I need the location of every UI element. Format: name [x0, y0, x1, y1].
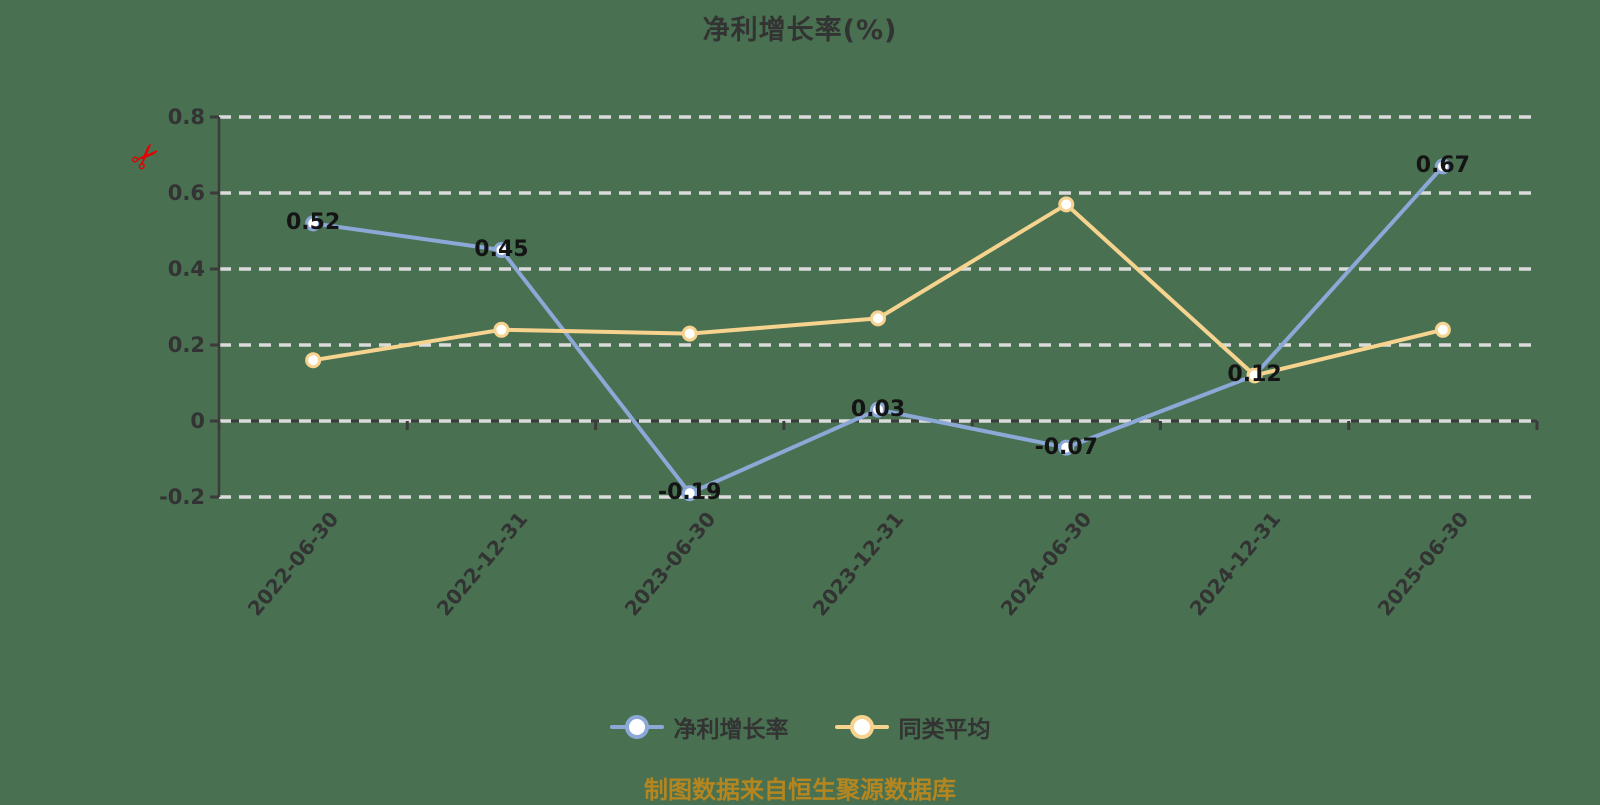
- y-axis-label: -0.2: [159, 485, 205, 509]
- source-note: 制图数据来自恒生聚源数据库: [644, 776, 956, 804]
- legend-item-series-0[interactable]: 净利增长率: [609, 710, 789, 744]
- data-point[interactable]: [1434, 321, 1451, 338]
- y-axis-label: 0.6: [167, 181, 205, 205]
- y-axis-label: 0.8: [167, 105, 205, 129]
- data-point[interactable]: [305, 352, 322, 369]
- data-point[interactable]: [870, 401, 886, 418]
- chart-title: 净利增长率(%): [702, 15, 898, 46]
- data-point[interactable]: [493, 242, 510, 258]
- data-point[interactable]: [1058, 196, 1075, 213]
- legend-label: 净利增长率: [673, 717, 789, 743]
- data-point-label: 0.03: [850, 396, 906, 422]
- data-point[interactable]: [1434, 158, 1451, 175]
- data-point[interactable]: [493, 321, 510, 338]
- legend: 净利增长率 同类平均: [0, 710, 1600, 744]
- legend-marker-line-circle: [609, 714, 664, 740]
- data-point[interactable]: [870, 310, 886, 327]
- legend-item-series-1[interactable]: 同类平均: [834, 710, 991, 744]
- data-point-label: 0.12: [1227, 362, 1282, 388]
- y-axis-label: 0.2: [167, 333, 205, 357]
- data-point-label: 0.52: [286, 210, 341, 236]
- data-point[interactable]: [1058, 439, 1075, 456]
- data-point-label: -0.07: [1034, 434, 1098, 460]
- data-point-label: 0.45: [474, 237, 529, 262]
- data-point[interactable]: [681, 485, 698, 502]
- y-axis-label: 0.4: [167, 257, 205, 281]
- data-point[interactable]: [681, 325, 698, 342]
- legend-marker-line-circle: [834, 714, 889, 740]
- series-line-1: [311, 202, 1445, 378]
- y-axis-label: 0: [190, 409, 205, 433]
- series-line-0: [311, 164, 1445, 496]
- data-point[interactable]: [305, 215, 322, 232]
- data-point[interactable]: [1246, 367, 1263, 384]
- data-point-label: -0.19: [657, 480, 722, 506]
- data-point-label: 0.67: [1415, 153, 1470, 179]
- legend-label: 同类平均: [898, 717, 991, 743]
